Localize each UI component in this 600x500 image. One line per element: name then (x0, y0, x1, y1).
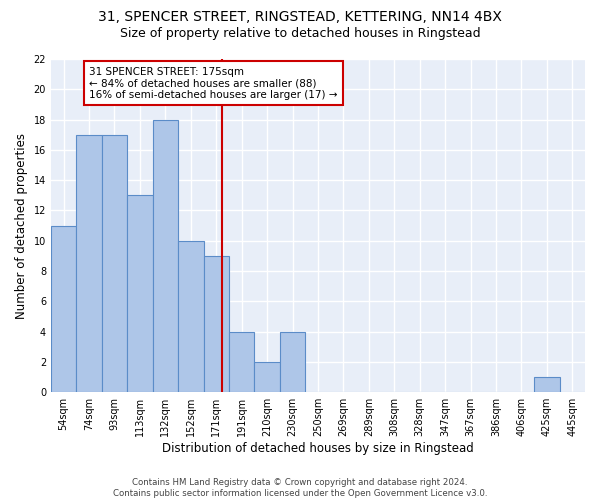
Text: 31 SPENCER STREET: 175sqm
← 84% of detached houses are smaller (88)
16% of semi-: 31 SPENCER STREET: 175sqm ← 84% of detac… (89, 66, 338, 100)
Bar (76, 134, 102, 392)
Bar (178, 241, 203, 392)
Text: Contains HM Land Registry data © Crown copyright and database right 2024.
Contai: Contains HM Land Registry data © Crown c… (113, 478, 487, 498)
Bar (203, 256, 229, 392)
Bar (229, 332, 254, 392)
Bar (534, 377, 560, 392)
Text: Size of property relative to detached houses in Ringstead: Size of property relative to detached ho… (119, 28, 481, 40)
Bar (102, 134, 127, 392)
Bar (127, 196, 152, 392)
Bar (254, 362, 280, 392)
Bar (280, 332, 305, 392)
Text: 31, SPENCER STREET, RINGSTEAD, KETTERING, NN14 4BX: 31, SPENCER STREET, RINGSTEAD, KETTERING… (98, 10, 502, 24)
Bar (51, 226, 76, 392)
Bar (152, 120, 178, 392)
X-axis label: Distribution of detached houses by size in Ringstead: Distribution of detached houses by size … (162, 442, 474, 455)
Y-axis label: Number of detached properties: Number of detached properties (15, 132, 28, 318)
